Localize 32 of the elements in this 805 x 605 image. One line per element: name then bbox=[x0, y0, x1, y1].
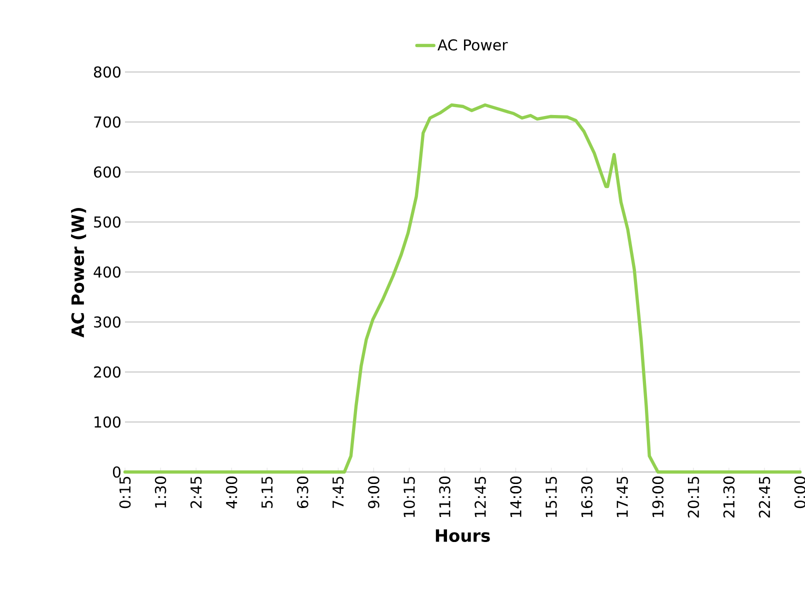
y-tick-label: 600 bbox=[94, 166, 120, 178]
y-tick-label: 700 bbox=[94, 116, 120, 128]
x-axis-title: Hours bbox=[436, 529, 490, 542]
legend-label: AC Power bbox=[438, 39, 508, 51]
x-tick-label: 6:30 bbox=[296, 476, 308, 508]
line-series bbox=[123, 103, 802, 474]
x-tick-label: 21:30 bbox=[723, 476, 735, 518]
x-tick-label: 15:15 bbox=[546, 476, 557, 517]
y-tick-label: 100 bbox=[94, 416, 120, 428]
x-tick-label: 0:15 bbox=[119, 476, 131, 508]
y-tick-label: 0 bbox=[112, 466, 120, 478]
y-tick-label: 800 bbox=[94, 66, 120, 78]
x-tick-label: 11:30 bbox=[439, 476, 450, 517]
x-tick-label: 9:00 bbox=[368, 476, 380, 508]
x-tick-label: 19:00 bbox=[652, 476, 664, 517]
x-tick-label: 2:45 bbox=[190, 476, 202, 508]
x-tick-label: 20:15 bbox=[688, 476, 700, 518]
x-tick-label: 10:15 bbox=[404, 476, 415, 517]
y-tick-label: 500 bbox=[94, 216, 120, 228]
y-tick-label: 300 bbox=[94, 316, 120, 328]
y-axis-title: AC Power (W) bbox=[71, 208, 86, 338]
x-tick-label: 1:30 bbox=[154, 476, 166, 508]
x-tick-label: 22:45 bbox=[758, 476, 770, 518]
x-tick-label: 14:00 bbox=[510, 476, 522, 517]
x-tick-label: 16:30 bbox=[581, 476, 593, 517]
x-tick-label: 4:00 bbox=[226, 476, 238, 508]
x-tick-label: 12:45 bbox=[474, 476, 486, 517]
y-tick-label: 400 bbox=[94, 266, 120, 278]
x-tick-label: 17:45 bbox=[616, 476, 628, 517]
y-tick-label: 200 bbox=[94, 366, 120, 378]
x-tick-label: 7:45 bbox=[332, 476, 344, 508]
x-tick-label: 5:15 bbox=[262, 476, 273, 508]
